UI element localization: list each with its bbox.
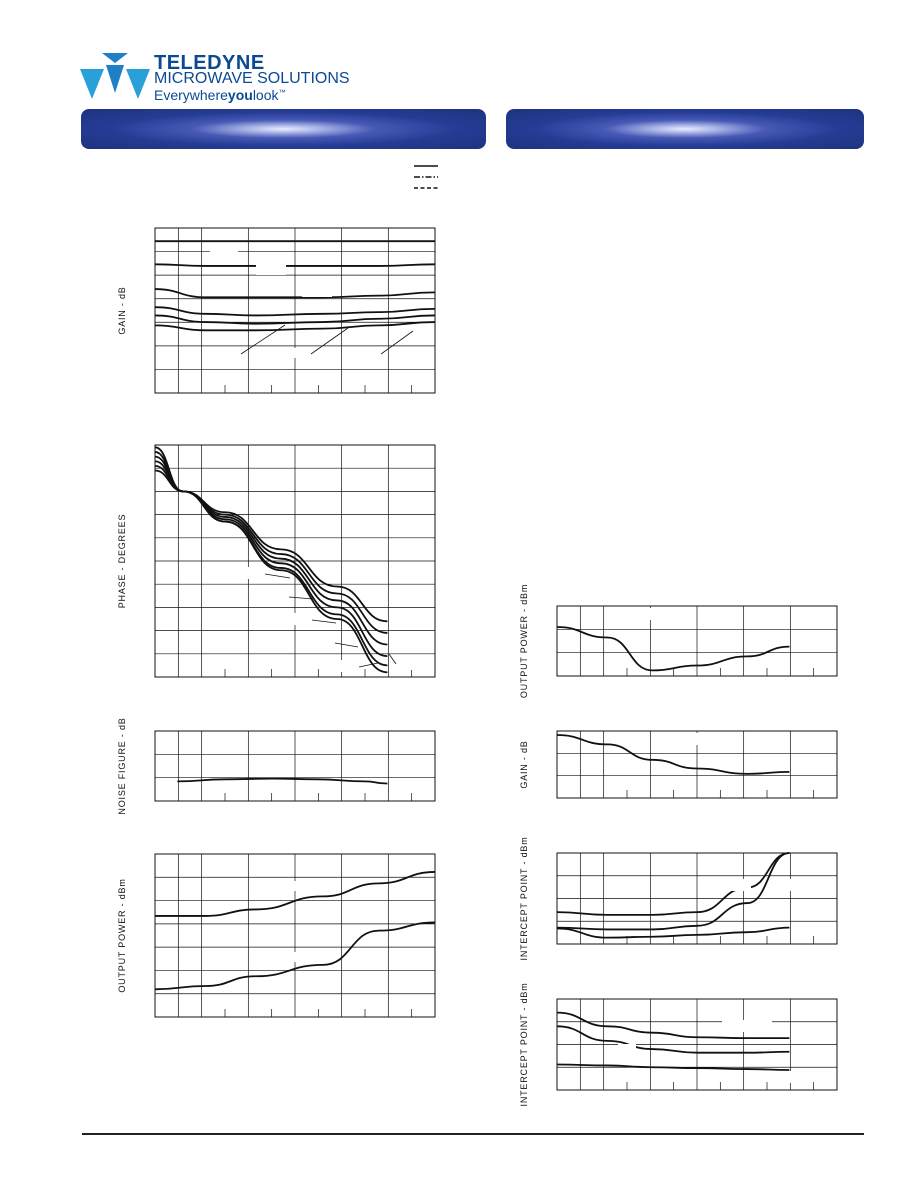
label-leader-line xyxy=(334,642,359,648)
series-line xyxy=(154,446,388,674)
series-line xyxy=(556,626,790,672)
label-leader-line xyxy=(240,324,286,355)
label-leader-line xyxy=(358,662,379,668)
y-axis-label: GAIN - dB xyxy=(519,740,529,788)
series-line xyxy=(154,314,436,325)
brand-division: MICROWAVE SOLUTIONS xyxy=(154,70,350,87)
series-label-box xyxy=(256,265,286,275)
series-label-box xyxy=(304,636,334,648)
series-label-box xyxy=(782,1071,800,1083)
output-power-chart-left: OUTPUT POWER - dBm xyxy=(117,853,436,1018)
series-line xyxy=(556,852,790,916)
y-axis-label: INTERCEPT POINT - dBm xyxy=(519,983,529,1107)
series-label-box xyxy=(302,287,332,297)
series-label-box xyxy=(258,590,288,602)
intercept-point-chart-right-2: INTERCEPT POINT - dBm xyxy=(519,983,838,1106)
series-line xyxy=(154,288,436,299)
label-leader-line xyxy=(288,596,314,600)
series-line xyxy=(154,306,436,317)
series-label-box xyxy=(328,660,358,672)
series-label-box xyxy=(778,879,802,891)
series-line xyxy=(556,926,790,939)
series-line xyxy=(154,469,388,623)
series-label-box xyxy=(802,924,822,936)
series-label-box xyxy=(256,881,310,891)
label-leader-line xyxy=(310,327,349,355)
series-line xyxy=(556,1063,790,1071)
series-line xyxy=(177,777,388,785)
noise-figure-chart-left: NOISE FIGURE - dB xyxy=(117,717,436,815)
y-axis-label: NOISE FIGURE - dB xyxy=(117,717,127,814)
series-line xyxy=(556,1025,790,1054)
gain-chart-left: GAIN - dB xyxy=(117,227,436,394)
right-title-banner xyxy=(506,109,864,149)
series-label-box xyxy=(722,1020,772,1032)
brand-tagline: Everywhereyoulook™ xyxy=(154,87,286,103)
series-label-box xyxy=(625,608,673,620)
line-style-legend xyxy=(414,165,438,189)
label-leader-line xyxy=(380,330,414,355)
series-line xyxy=(154,921,436,991)
series-label-box xyxy=(349,348,379,358)
series-line xyxy=(154,321,436,332)
brand-name: TELEDYNE xyxy=(154,52,265,74)
label-leader-line xyxy=(311,619,337,624)
teledyne-logo-icon xyxy=(80,53,150,99)
left-title-banner xyxy=(81,109,486,149)
series-line xyxy=(154,451,388,667)
gain-chart-right: GAIN - dB xyxy=(519,730,838,799)
series-label-box xyxy=(280,613,310,625)
series-line xyxy=(556,852,790,931)
series-line xyxy=(155,871,436,917)
series-label-box xyxy=(210,348,240,358)
label-leader-line xyxy=(388,653,397,665)
series-label-box xyxy=(259,760,285,770)
series-label-box xyxy=(703,879,751,891)
series-line xyxy=(556,1011,790,1040)
series-label-box xyxy=(210,245,238,255)
series-label-box xyxy=(256,952,310,962)
series-label-box xyxy=(618,1044,636,1056)
intercept-point-chart-right-1: INTERCEPT POINT - dBm xyxy=(519,837,838,960)
series-label-box xyxy=(234,567,264,579)
output-power-chart-right: OUTPUT POWER - dBm xyxy=(519,584,838,698)
y-axis-label: GAIN - dB xyxy=(117,286,127,334)
series-label-box xyxy=(279,348,309,358)
phase-chart-left: PHASE - DEGREES xyxy=(117,444,436,678)
y-axis-label: PHASE - DEGREES xyxy=(117,514,127,609)
series-label-box xyxy=(674,733,724,745)
series-line xyxy=(154,263,436,267)
y-axis-label: OUTPUT POWER - dBm xyxy=(519,584,529,698)
series-label-box xyxy=(396,658,426,670)
footer-rule xyxy=(82,1133,864,1135)
y-axis-label: INTERCEPT POINT - dBm xyxy=(519,837,529,961)
y-axis-label: OUTPUT POWER - dBm xyxy=(117,878,127,992)
label-leader-line xyxy=(264,573,291,579)
series-line xyxy=(556,734,790,775)
